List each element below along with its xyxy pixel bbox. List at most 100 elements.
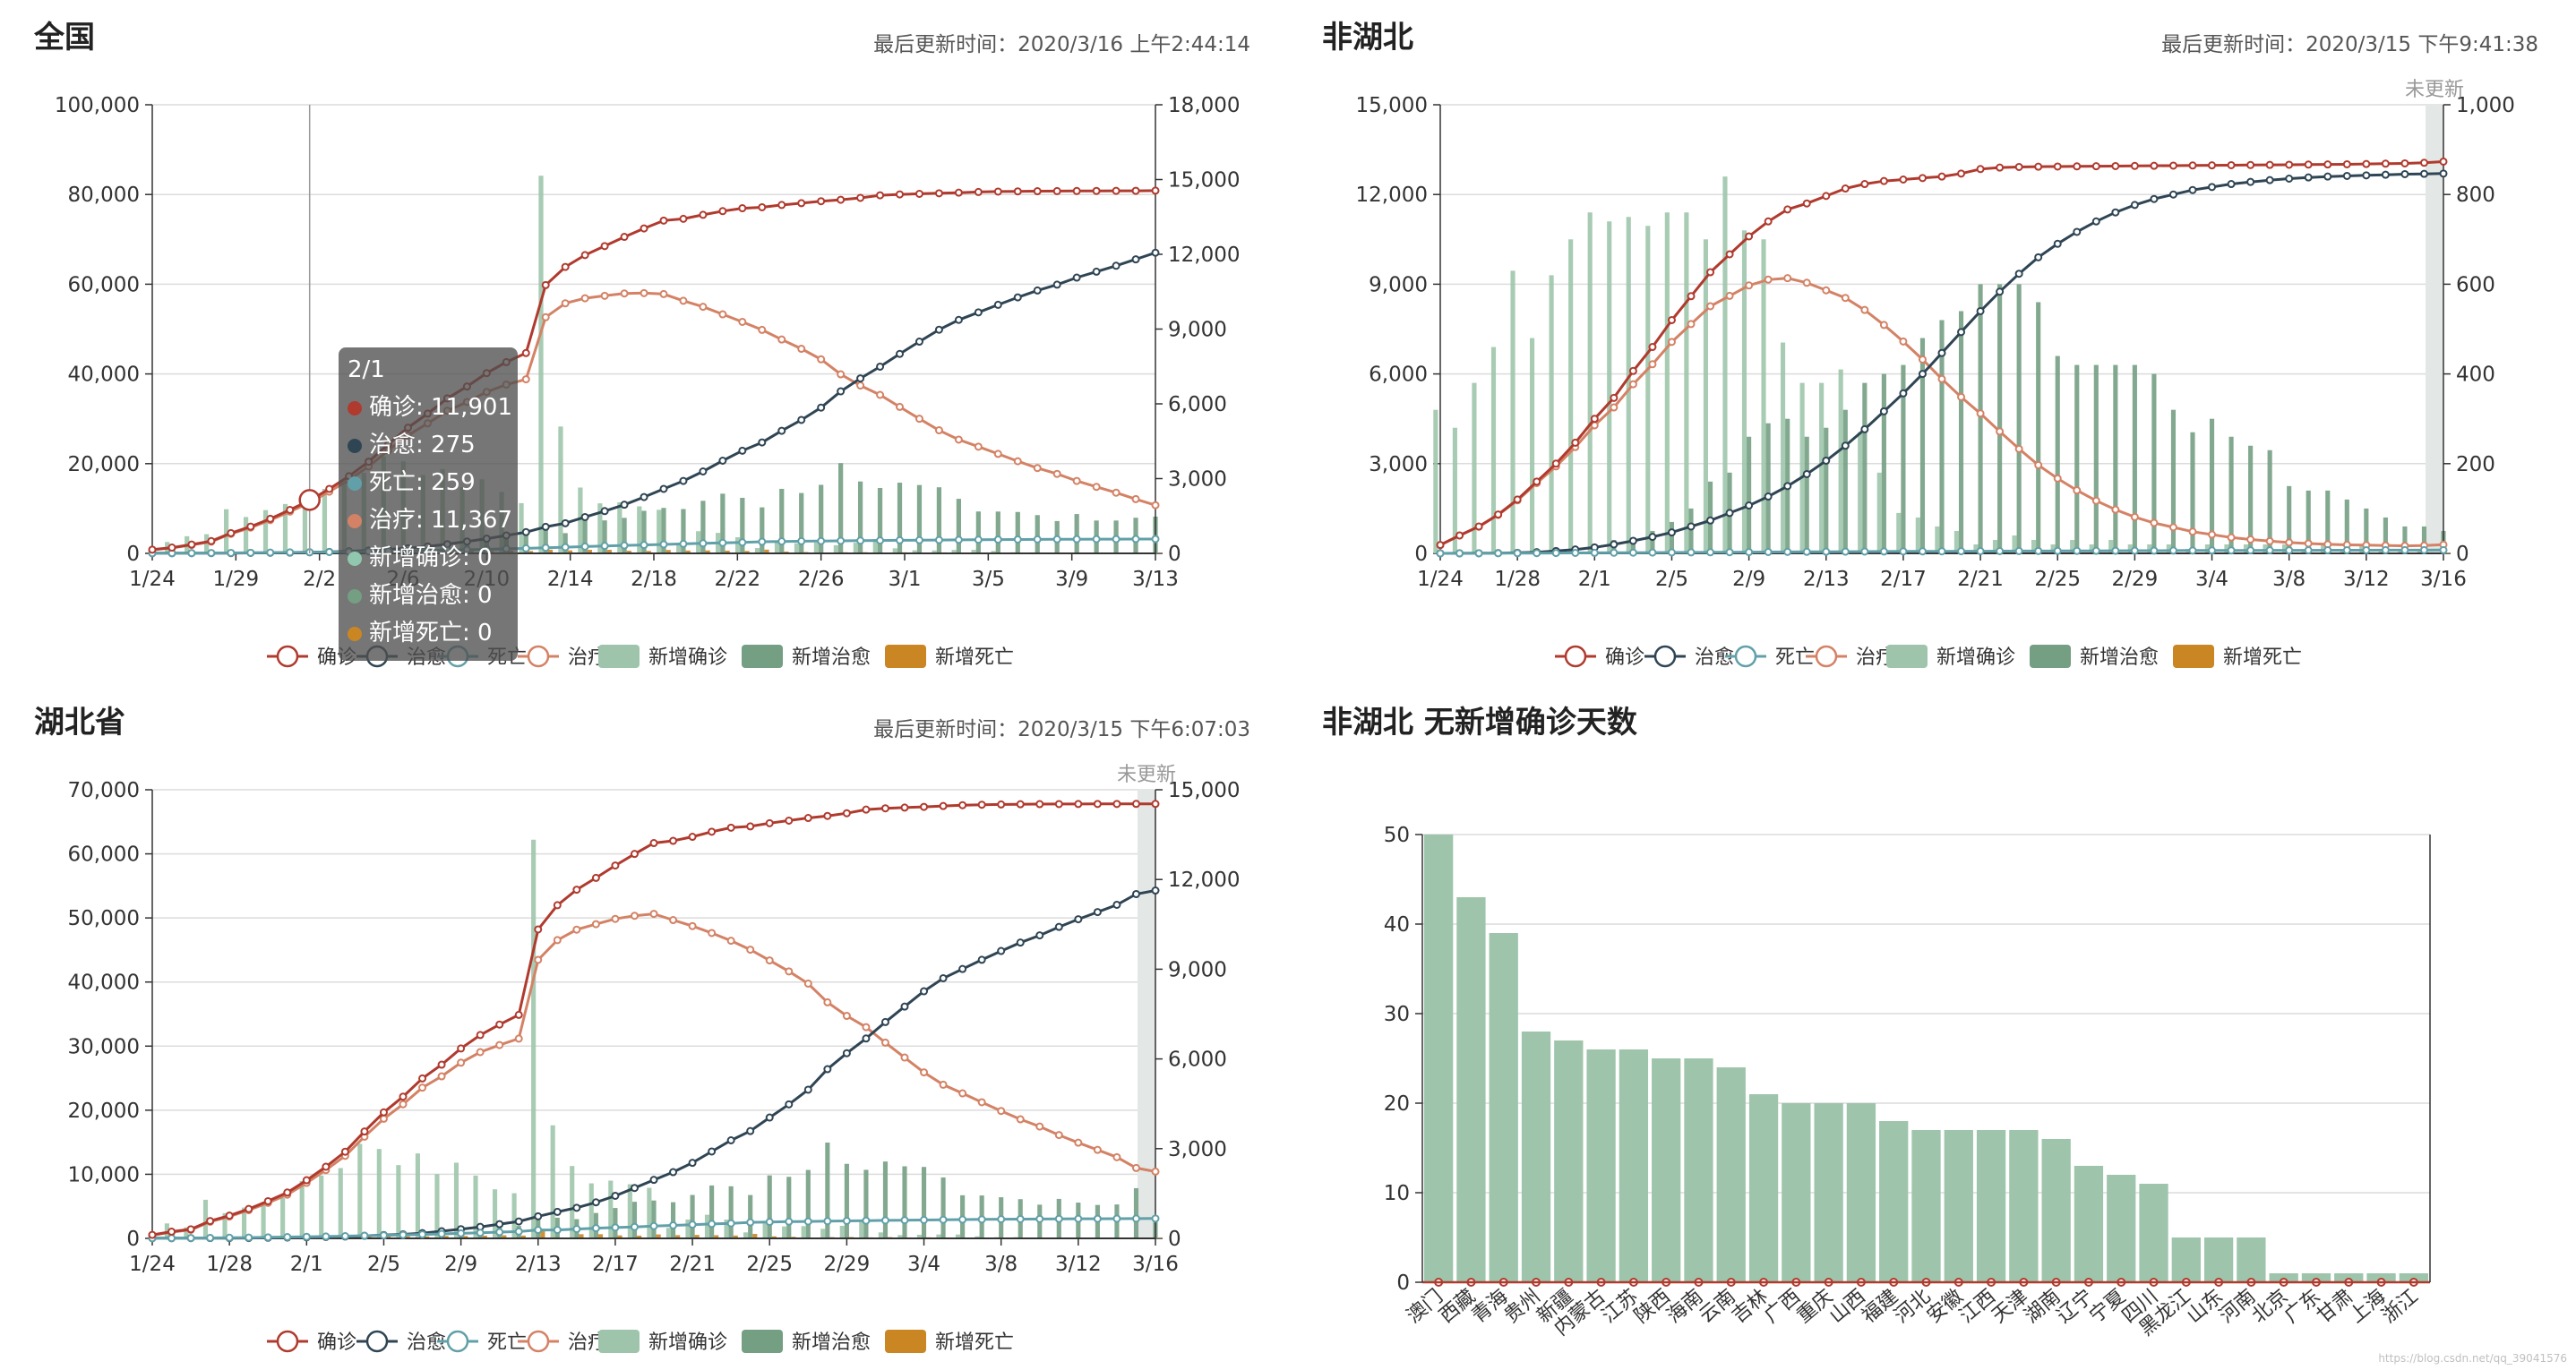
bar-new-confirmed <box>637 506 642 553</box>
tooltip-dot <box>348 513 362 528</box>
data-point-cured <box>2381 170 2390 179</box>
data-point-treating <box>958 1089 967 1098</box>
data-point-confirmed <box>797 199 806 208</box>
y-right-tick-label: 0 <box>2456 543 2469 566</box>
data-point-treating <box>823 998 832 1006</box>
data-point-confirmed <box>1725 250 1734 259</box>
data-point-treating <box>1035 1122 1044 1131</box>
data-point-dead <box>1013 535 1022 544</box>
data-point-dead <box>765 1218 774 1227</box>
bar-18 <box>2009 1130 2039 1282</box>
data-point-confirmed <box>659 216 668 225</box>
data-point-dead <box>227 548 236 557</box>
bar-new-confirmed <box>2321 544 2326 553</box>
data-point-dead <box>1551 549 1560 558</box>
data-point-dead <box>2150 546 2159 555</box>
data-point-treating <box>1648 360 1657 369</box>
data-point-cured <box>726 1136 735 1145</box>
bar-new-cured <box>2209 418 2215 553</box>
x-tick-label: 2/17 <box>1880 568 1927 591</box>
data-point-confirmed <box>758 202 767 211</box>
data-point-dead <box>876 536 885 545</box>
data-point-cured <box>954 315 963 324</box>
data-point-cured <box>600 507 609 516</box>
y-left-tick-label: 20,000 <box>68 453 140 476</box>
data-point-cured <box>534 1212 543 1220</box>
bar-new-cured <box>1804 436 1809 553</box>
data-point-cured <box>620 501 629 509</box>
data-point-treating <box>880 1038 889 1047</box>
data-point-cured <box>2168 190 2177 199</box>
data-point-dead <box>1879 547 1888 556</box>
data-point-confirmed <box>1551 459 1560 468</box>
bar-14 <box>1879 1121 1909 1282</box>
chart-nonhubei[interactable]: 0 3,000 6,000 9,000 12,000 15,000 0 200 400 600 80… <box>1288 0 2576 685</box>
data-point-confirmed <box>817 197 826 206</box>
bar-new-confirmed <box>1741 230 1747 553</box>
data-point-dead <box>1131 1214 1140 1223</box>
x-tick-label: 3/1 <box>888 568 921 591</box>
data-point-cured <box>939 973 948 982</box>
x-tick-label: 3/4 <box>2195 568 2228 591</box>
data-point-dead <box>1436 549 1445 558</box>
data-point-treating <box>1783 274 1792 283</box>
tooltip-value: 死亡: 259 <box>369 469 476 496</box>
data-point-cured <box>688 1159 697 1168</box>
data-point-cured <box>1764 492 1773 501</box>
legend-label: 新增治愈 <box>792 646 871 669</box>
data-point-confirmed <box>1016 800 1025 809</box>
data-point-confirmed <box>896 190 905 199</box>
bar-new-cured <box>1958 311 1964 553</box>
bar-new-cured <box>613 1208 618 1238</box>
data-point-cured <box>920 987 929 996</box>
data-point-dead <box>896 535 905 544</box>
bar-new-confirmed <box>801 1226 806 1238</box>
data-point-cured <box>758 438 767 447</box>
data-point-confirmed <box>187 540 196 549</box>
series-line-confirmed <box>151 189 1156 552</box>
bar-new-cured <box>2016 284 2022 553</box>
data-point-cured <box>862 1034 871 1043</box>
bar-new-confirmed <box>1587 212 1593 554</box>
bar-new-confirmed <box>1549 275 1554 553</box>
tooltip-dot <box>348 588 362 604</box>
data-point-dead <box>418 1230 427 1239</box>
bar-new-cured <box>819 484 824 553</box>
data-point-cured <box>2246 177 2255 186</box>
data-point-cured <box>914 338 923 347</box>
bar-new-confirmed <box>578 487 583 553</box>
legend-label: 确诊 <box>1605 646 1644 669</box>
bar-new-confirmed <box>322 488 328 553</box>
data-point-dead <box>2014 546 2023 555</box>
data-point-treating <box>1937 374 1946 383</box>
data-point-cured <box>1074 915 1083 924</box>
bar-new-confirmed <box>1607 221 1612 553</box>
data-point-dead <box>207 549 216 558</box>
data-point-treating <box>437 1072 446 1081</box>
chart-national[interactable]: 0 20,000 40,000 60,000 80,000 100,000 0 3,000 6,… <box>0 0 1288 685</box>
bar-new-confirmed <box>396 1165 401 1238</box>
data-point-confirmed <box>2188 161 2197 170</box>
bar-new-cured <box>622 518 627 553</box>
y-left-tick-label: 30,000 <box>68 1035 140 1058</box>
data-point-cured <box>2285 174 2294 183</box>
x-tick-label: 2/21 <box>669 1253 716 1276</box>
data-point-dead <box>2073 546 2082 555</box>
x-tick-label: 1/24 <box>1417 568 1464 591</box>
data-point-dead <box>1074 1214 1083 1223</box>
chart-nodays[interactable]: 01020304050澳门西藏青海贵州新疆内蒙古江苏陕西海南云南吉林广西重庆山西… <box>1288 685 2576 1370</box>
bar-new-confirmed <box>511 1193 517 1238</box>
data-point-treating <box>572 925 581 934</box>
bar-new-cured <box>2074 364 2080 553</box>
bar-new-cured <box>728 1186 734 1238</box>
data-point-confirmed <box>2014 162 2023 171</box>
bar-new-dead <box>705 550 710 553</box>
legend-swatch-marker <box>446 1330 469 1353</box>
data-point-treating <box>718 310 727 319</box>
data-point-treating <box>476 1048 485 1057</box>
chart-hubei[interactable]: 0 10,000 20,000 30,000 40,000 50,000 60,000 70,… <box>0 685 1288 1370</box>
data-point-treating <box>600 291 609 300</box>
data-point-confirmed <box>2304 160 2313 169</box>
data-point-treating <box>1131 494 1140 503</box>
data-point-cured <box>1725 509 1734 518</box>
